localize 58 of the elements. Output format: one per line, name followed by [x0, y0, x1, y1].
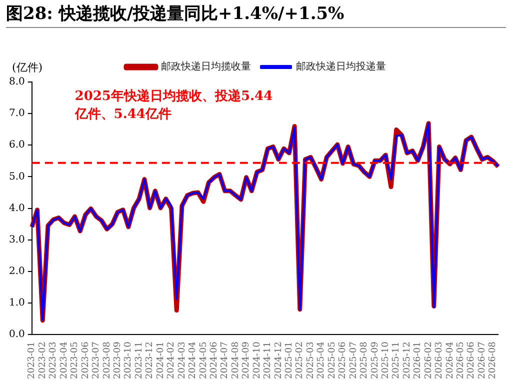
x-tick-label: 2023-09: [113, 341, 124, 380]
x-tick-label: 2024-12: [274, 342, 284, 380]
x-tick-label: 2024-07: [220, 341, 230, 380]
x-tick-label: 2024-03: [177, 341, 188, 380]
x-tick-label: 2024-02: [166, 342, 177, 380]
y-tick-label: 5.0: [8, 171, 25, 182]
x-tick-label: 2026-04: [445, 341, 456, 380]
y-tick-label: 8.0: [8, 76, 25, 88]
x-tick-label: 2024-05: [198, 341, 209, 380]
x-tick-label: 2024-04: [188, 341, 198, 380]
legend-label: 邮政快递日均投递量: [296, 60, 386, 73]
x-tick-label: 2023-04: [59, 341, 70, 380]
x-tick-label: 2023-11: [134, 342, 144, 380]
x-tick-label: 2023-02: [38, 342, 48, 380]
x-tick-label: 2025-07: [348, 341, 359, 380]
x-tick-label: 2025-11: [392, 342, 402, 380]
x-tick-label: 2023-03: [48, 341, 59, 380]
x-tick-label: 2023-05: [70, 341, 80, 380]
y-tick-label: 6.0: [8, 140, 25, 151]
annotation: 2025年快递日均揽收、投递5.44亿件、5.44亿件: [74, 88, 273, 122]
y-tick-label: 1.0: [8, 298, 25, 309]
x-tick-label: 2025-02: [295, 342, 306, 380]
x-tick-label: 2026-06: [466, 341, 477, 380]
x-tick-label: 2023-12: [145, 342, 156, 380]
x-tick-label: 2026-05: [456, 341, 466, 380]
x-tick-label: 2025-12: [402, 342, 412, 380]
x-tick-label: 2024-08: [230, 341, 241, 380]
x-tick-label: 2025-01: [284, 342, 295, 380]
x-tick-label: 2023-01: [27, 342, 38, 380]
x-tick-label: 2026-01: [413, 342, 424, 380]
y-tick-label: 0.0: [8, 329, 25, 340]
x-tick-label: 2025-04: [316, 341, 327, 380]
y-tick-label: 7.0: [8, 108, 25, 120]
x-tick-label: 2024-01: [156, 342, 166, 380]
x-tick-label: 2023-08: [102, 341, 112, 380]
x-tick-label: 2026-03: [434, 341, 445, 380]
x-tick-label: 2026-02: [424, 342, 434, 380]
x-tick-label: 2024-06: [209, 341, 220, 380]
x-tick-label: 2024-11: [263, 342, 274, 380]
x-tick-label: 2026-07: [477, 341, 488, 380]
x-tick-label: 2026-08: [488, 341, 498, 380]
y-tick-label: 4.0: [8, 202, 25, 214]
x-tick-label: 2023-06: [80, 341, 91, 380]
y-axis-title: (亿件): [12, 60, 43, 75]
x-tick-label: 2025-08: [360, 341, 370, 380]
y-tick-label: 2.0: [8, 266, 25, 278]
x-tick-label: 2023-10: [124, 341, 134, 380]
x-tick-label: 2025-10: [380, 341, 391, 380]
x-tick-label: 2025-06: [338, 341, 348, 380]
legend-label: 邮政快递日均揽收量: [161, 60, 251, 73]
x-tick-label: 2024-10: [252, 341, 262, 380]
x-tick-label: 2025-03: [306, 341, 316, 380]
x-tick-label: 2025-09: [370, 341, 380, 380]
x-tick-label: 2023-07: [92, 341, 102, 380]
x-tick-label: 2025-05: [327, 341, 338, 380]
y-tick-label: 3.0: [8, 234, 25, 246]
x-tick-label: 2024-09: [242, 341, 252, 380]
chart-title: 图28: 快递揽收/投递量同比+1.4%/+1.5%: [6, 2, 506, 28]
